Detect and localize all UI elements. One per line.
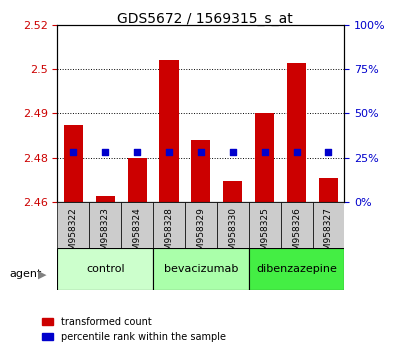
Text: ▶: ▶ — [38, 269, 47, 279]
Bar — [248, 202, 280, 248]
Bar — [312, 202, 344, 248]
Text: bevacizumab: bevacizumab — [163, 264, 238, 274]
Bar — [95, 196, 115, 202]
Bar — [127, 158, 146, 202]
Bar — [286, 63, 306, 202]
Point — [133, 149, 140, 155]
Bar — [153, 248, 248, 290]
Point — [229, 149, 236, 155]
Text: GSM958330: GSM958330 — [228, 207, 237, 262]
Text: GSM958325: GSM958325 — [260, 207, 269, 262]
Text: GSM958328: GSM958328 — [164, 207, 173, 262]
Text: GSM958322: GSM958322 — [69, 207, 78, 262]
Point — [102, 149, 108, 155]
Text: GDS5672 / 1569315_s_at: GDS5672 / 1569315_s_at — [117, 12, 292, 27]
Point — [70, 149, 76, 155]
Point — [324, 149, 331, 155]
Text: GSM958326: GSM958326 — [291, 207, 300, 262]
Bar — [64, 125, 83, 202]
Bar — [248, 248, 344, 290]
Bar — [254, 113, 274, 202]
Text: GSM958327: GSM958327 — [323, 207, 332, 262]
Point — [292, 149, 299, 155]
Bar — [159, 60, 178, 202]
Text: GSM958329: GSM958329 — [196, 207, 205, 262]
Text: agent: agent — [9, 269, 41, 279]
Text: control: control — [86, 264, 124, 274]
Bar — [184, 202, 216, 248]
Bar — [89, 202, 121, 248]
Bar — [153, 202, 184, 248]
Bar — [191, 140, 210, 202]
Bar — [222, 181, 242, 202]
Text: dibenzazepine: dibenzazepine — [256, 264, 336, 274]
Bar — [280, 202, 312, 248]
Bar — [318, 178, 337, 202]
Point — [261, 149, 267, 155]
Legend: transformed count, percentile rank within the sample: transformed count, percentile rank withi… — [38, 313, 229, 346]
Point — [197, 149, 204, 155]
Bar — [57, 248, 153, 290]
Text: GSM958323: GSM958323 — [101, 207, 110, 262]
Bar — [216, 202, 248, 248]
Point — [165, 149, 172, 155]
Text: GSM958324: GSM958324 — [132, 207, 141, 262]
Bar — [57, 202, 89, 248]
Bar — [121, 202, 153, 248]
